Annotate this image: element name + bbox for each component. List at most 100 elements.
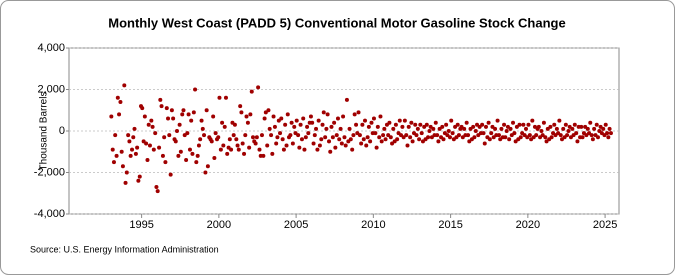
data-point — [202, 133, 207, 138]
data-point — [253, 141, 258, 146]
data-point — [110, 147, 115, 152]
data-point — [365, 135, 370, 140]
data-point — [297, 145, 302, 150]
data-point — [563, 122, 568, 127]
data-point — [426, 135, 431, 140]
data-point — [256, 85, 261, 90]
data-point — [244, 114, 249, 119]
data-point — [413, 122, 418, 127]
data-point — [456, 133, 461, 138]
data-point — [198, 137, 203, 142]
data-point — [523, 126, 528, 131]
data-point — [234, 137, 239, 142]
data-point — [227, 137, 232, 142]
data-point — [554, 126, 559, 131]
y-tick-label: -2,000 — [34, 166, 65, 178]
data-point — [449, 118, 454, 123]
y-tick-label: -4,000 — [34, 208, 65, 220]
data-point — [190, 151, 195, 156]
data-point — [298, 122, 303, 127]
data-point — [305, 124, 310, 129]
data-point — [232, 122, 237, 127]
data-point — [269, 133, 274, 138]
data-point — [317, 143, 322, 148]
data-point — [589, 133, 594, 138]
data-point — [548, 124, 553, 129]
data-point — [530, 118, 535, 123]
data-point — [393, 122, 398, 127]
data-point — [444, 122, 449, 127]
data-point — [440, 124, 445, 129]
data-point — [180, 112, 185, 117]
data-point — [539, 129, 544, 133]
data-point — [541, 120, 546, 125]
data-point — [257, 147, 262, 152]
data-point — [601, 126, 606, 131]
data-point — [347, 126, 352, 131]
data-point — [408, 135, 413, 140]
data-point — [163, 160, 168, 165]
data-point — [549, 135, 554, 140]
data-point — [338, 126, 343, 131]
data-point — [487, 137, 492, 142]
x-tick-label: 2010 — [361, 219, 385, 231]
data-point — [521, 122, 526, 127]
data-point — [123, 180, 128, 185]
data-point — [285, 112, 290, 117]
data-point — [328, 149, 333, 154]
data-point — [387, 120, 392, 125]
data-point — [316, 118, 321, 123]
data-point — [132, 126, 137, 131]
data-point — [371, 116, 376, 121]
data-point — [185, 131, 190, 136]
data-point — [388, 135, 393, 140]
data-point — [419, 131, 424, 136]
data-point — [342, 135, 347, 140]
data-point — [402, 118, 407, 123]
data-point — [243, 133, 248, 138]
data-point — [262, 116, 267, 121]
data-point — [565, 133, 570, 138]
data-point — [290, 141, 295, 146]
data-point — [504, 129, 509, 133]
data-point — [191, 110, 196, 115]
data-point — [466, 133, 471, 138]
data-point — [369, 120, 374, 125]
data-point — [205, 164, 210, 169]
data-point — [558, 133, 563, 138]
data-point — [159, 104, 164, 109]
data-point — [414, 133, 419, 138]
data-point — [151, 147, 156, 152]
data-point — [199, 118, 204, 123]
data-point — [493, 126, 498, 131]
data-point — [502, 122, 507, 127]
data-point — [324, 126, 329, 131]
data-point — [283, 122, 288, 127]
data-point — [239, 110, 244, 115]
data-point — [518, 135, 523, 140]
data-point — [446, 129, 451, 133]
data-point — [135, 145, 140, 150]
data-point — [238, 104, 243, 109]
data-point — [312, 133, 317, 138]
data-point — [296, 133, 301, 138]
data-point — [471, 124, 476, 129]
data-point — [360, 122, 365, 127]
data-point — [160, 153, 165, 158]
data-point — [181, 108, 186, 113]
data-point — [483, 124, 488, 129]
data-point — [335, 116, 340, 121]
data-point — [301, 116, 306, 121]
data-point — [590, 137, 595, 142]
data-point — [464, 120, 469, 125]
data-point — [120, 164, 125, 169]
data-point — [375, 124, 380, 129]
data-point — [351, 133, 356, 138]
data-point — [259, 133, 264, 138]
data-point — [350, 147, 355, 152]
data-point — [111, 160, 116, 165]
y-axis-label: Thousand Barrels — [39, 92, 50, 171]
data-point — [377, 135, 382, 140]
data-point — [302, 147, 307, 152]
